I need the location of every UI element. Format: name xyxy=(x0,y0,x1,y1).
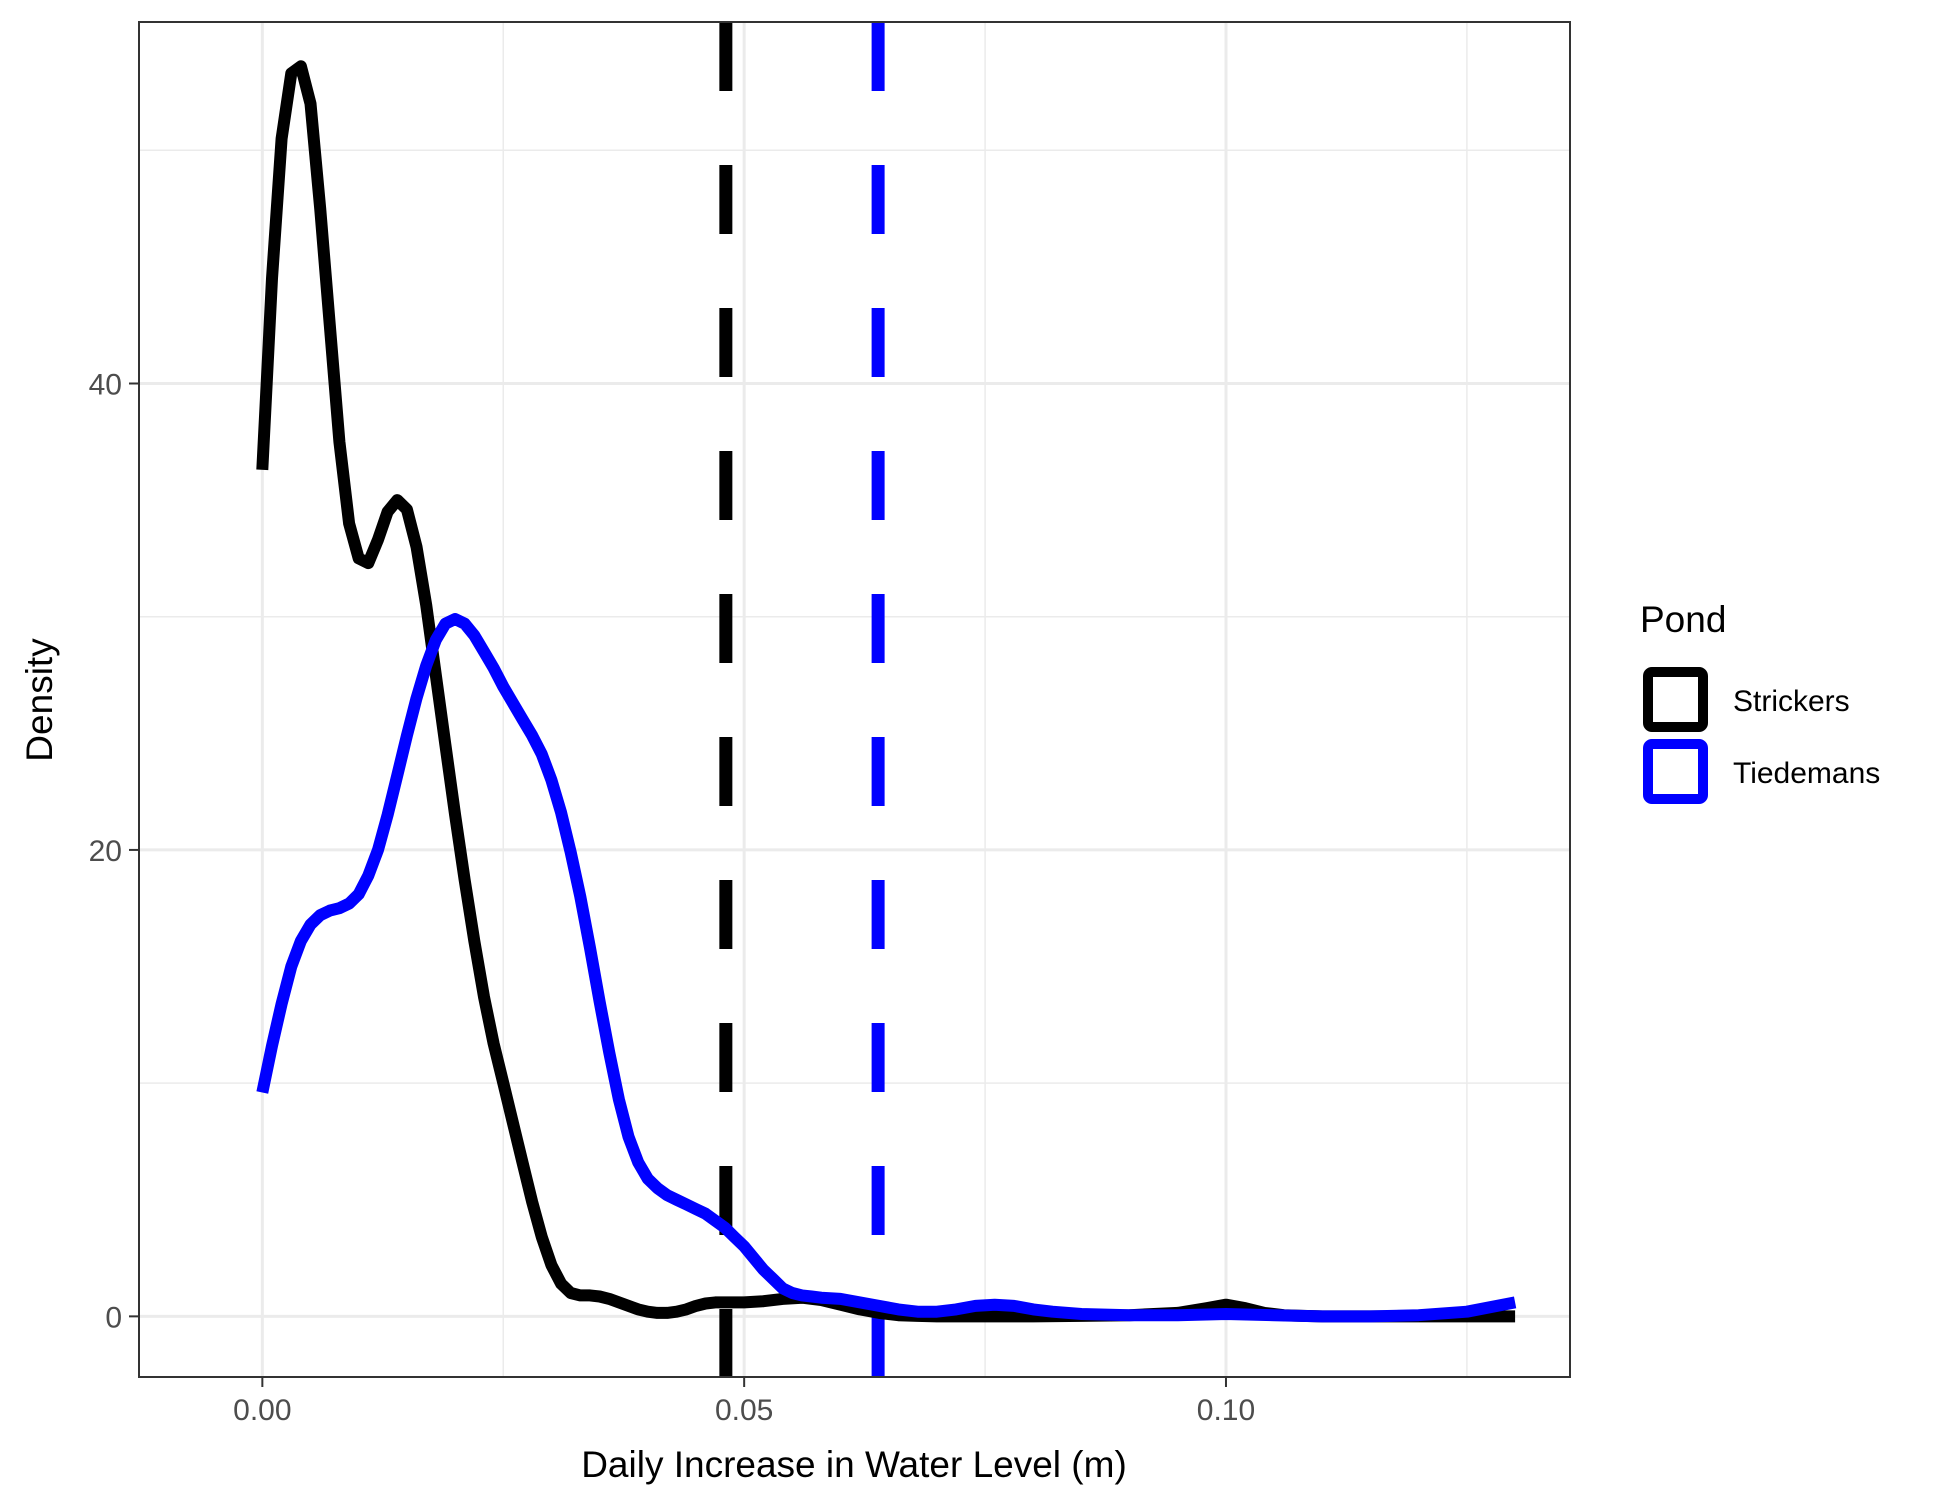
panel-border xyxy=(138,21,1571,1378)
minor-grid xyxy=(139,22,1570,1377)
x-axis: 0.00 0.05 0.10 xyxy=(233,1377,1255,1427)
y-axis-title: Density xyxy=(19,638,60,762)
legend: Pond Strickers Tiedemans xyxy=(1640,599,1880,804)
x-tick-label: 0.10 xyxy=(1197,1394,1255,1427)
x-tick-label: 0.05 xyxy=(715,1394,773,1427)
density-line-tiedemans xyxy=(256,613,1517,1323)
x-tick-label: 0.00 xyxy=(233,1394,291,1427)
y-tick-label: 0 xyxy=(105,1301,122,1334)
legend-key-tiedemans xyxy=(1643,739,1708,804)
y-tick-label: 40 xyxy=(89,368,122,401)
density-curves xyxy=(256,60,1517,1323)
x-axis-title: Daily Increase in Water Level (m) xyxy=(581,1444,1127,1485)
y-axis: 0 20 40 xyxy=(89,368,139,1334)
legend-label-tiedemans: Tiedemans xyxy=(1733,757,1880,790)
legend-key-strickers xyxy=(1643,667,1708,732)
legend-label-strickers: Strickers xyxy=(1733,685,1850,718)
density-line-strickers xyxy=(256,60,1516,1323)
y-tick-label: 20 xyxy=(89,835,122,868)
legend-title: Pond xyxy=(1640,599,1726,640)
